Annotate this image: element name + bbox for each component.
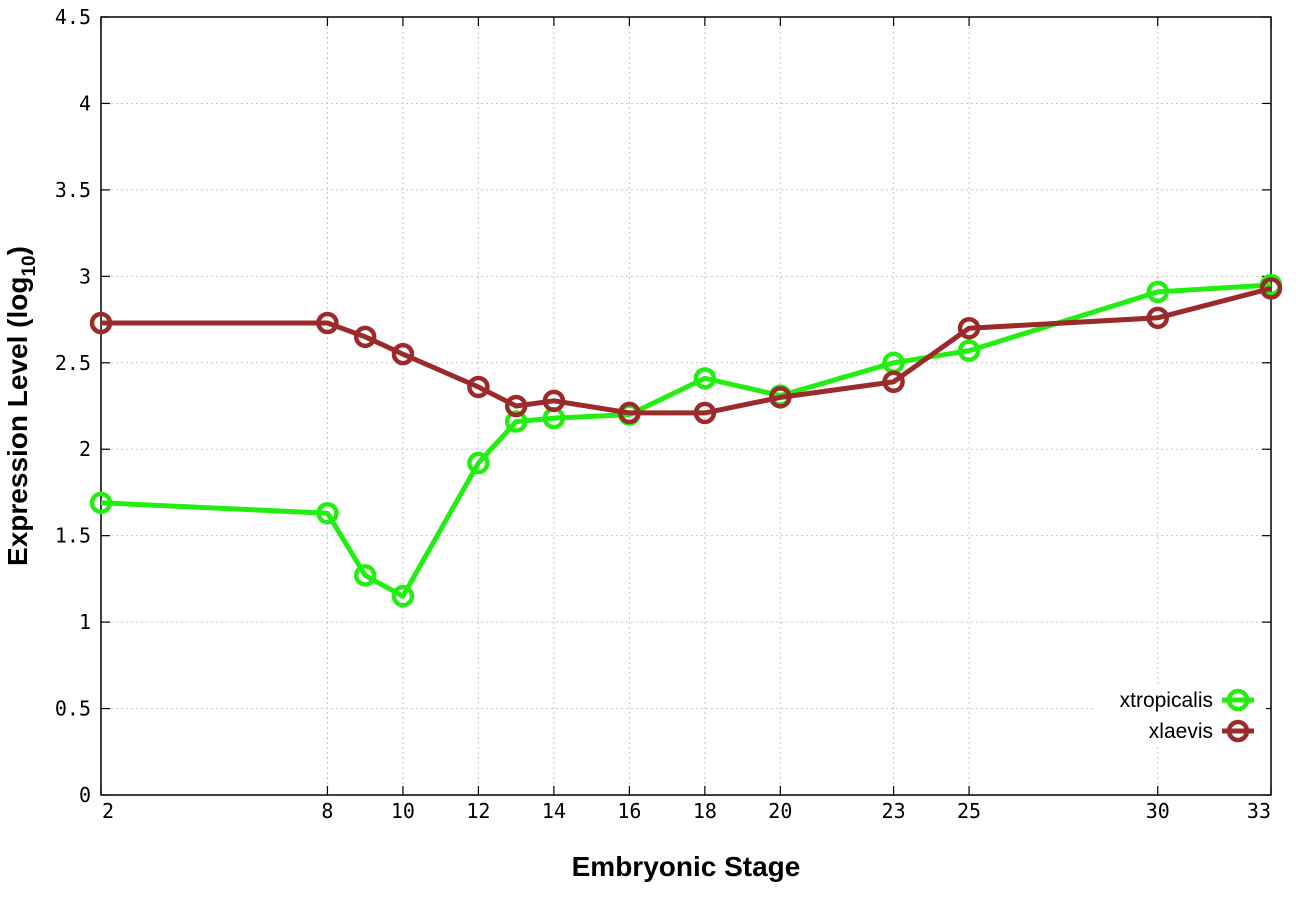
data-point-xlaevis <box>353 325 377 349</box>
x-tick-label: 25 <box>957 799 981 823</box>
data-point-xtropicalis <box>353 564 377 587</box>
data-point-xlaevis <box>542 389 566 413</box>
x-axis-title: Embryonic Stage <box>572 851 801 882</box>
plot-frame <box>100 16 1272 796</box>
y-axis-title-subscript: 10 <box>19 255 40 276</box>
legend: xtropicalis xlaevis <box>1096 684 1266 746</box>
x-tick-label: 23 <box>882 799 906 823</box>
data-point-xtropicalis <box>391 584 415 608</box>
data-point-xtropicalis <box>467 451 490 475</box>
data-point-xlaevis <box>316 311 339 335</box>
x-tick-label: 30 <box>1146 799 1170 823</box>
x-tick-label: 33 <box>1247 799 1271 823</box>
y-axis-title: Expression Level (log10) <box>2 246 40 566</box>
data-point-xtropicalis <box>89 491 113 515</box>
legend-label-xtropicalis: xtropicalis <box>1120 689 1213 712</box>
data-point-xtropicalis <box>693 367 717 390</box>
y-tick-label: 2.5 <box>55 351 91 375</box>
y-tick-label: 0.5 <box>55 697 91 721</box>
y-tick-label: 4.5 <box>55 5 91 29</box>
series-xlaevis <box>89 277 1283 425</box>
y-tick-label: 3 <box>79 264 91 288</box>
data-point-xlaevis <box>957 316 981 340</box>
data-point-xlaevis <box>882 370 905 394</box>
data-point-xlaevis <box>693 401 717 425</box>
legend-label-xlaevis: xlaevis <box>1149 720 1213 743</box>
data-point-xlaevis <box>1259 277 1283 300</box>
x-tick-label: 8 <box>321 799 333 823</box>
series-line-xtropicalis <box>100 282 1272 599</box>
y-axis-title-main: Expression Level (log <box>2 277 33 566</box>
data-point-xlaevis <box>89 311 113 335</box>
y-tick-label: 1.5 <box>55 524 91 548</box>
data-point-xlaevis <box>467 375 490 399</box>
y-tick-label: 4 <box>79 91 91 115</box>
data-point-xtropicalis <box>957 339 981 362</box>
data-point-xtropicalis <box>504 410 528 433</box>
data-point-xtropicalis <box>316 501 339 525</box>
x-tick-label: 14 <box>542 799 566 823</box>
series-layer <box>89 273 1283 608</box>
y-tick-label: 0 <box>79 783 91 807</box>
y-tick-label: 3.5 <box>55 178 91 202</box>
x-tick-label: 12 <box>466 799 490 823</box>
x-tick-label: 18 <box>693 799 717 823</box>
x-tick-label: 20 <box>768 799 792 823</box>
y-axis-title-close: ) <box>2 246 33 255</box>
ticks: 0 0.5 1 1.5 2 2.5 3 3.5 4 4.5 2 8 10 12 14 16 18 20 23 25 30… <box>55 5 1272 823</box>
data-point-xlaevis <box>618 401 641 425</box>
data-point-xlaevis <box>391 342 415 366</box>
legend-background <box>1096 684 1266 746</box>
data-point-xlaevis <box>504 394 528 418</box>
x-tick-label: 16 <box>617 799 641 823</box>
y-tick-label: 1 <box>79 610 91 634</box>
legend-swatch-marker-xlaevis <box>1226 719 1250 743</box>
legend-swatch-marker-xtropicalis <box>1226 688 1250 712</box>
data-point-xlaevis <box>1146 306 1170 330</box>
series-line-xlaevis <box>101 285 1272 416</box>
x-tick-label: 2 <box>102 799 114 823</box>
x-tick-label: 10 <box>391 799 415 823</box>
data-point-xtropicalis <box>1146 280 1170 304</box>
data-point-xlaevis <box>769 386 792 409</box>
y-tick-label: 2 <box>79 437 91 461</box>
grid <box>101 17 1271 795</box>
